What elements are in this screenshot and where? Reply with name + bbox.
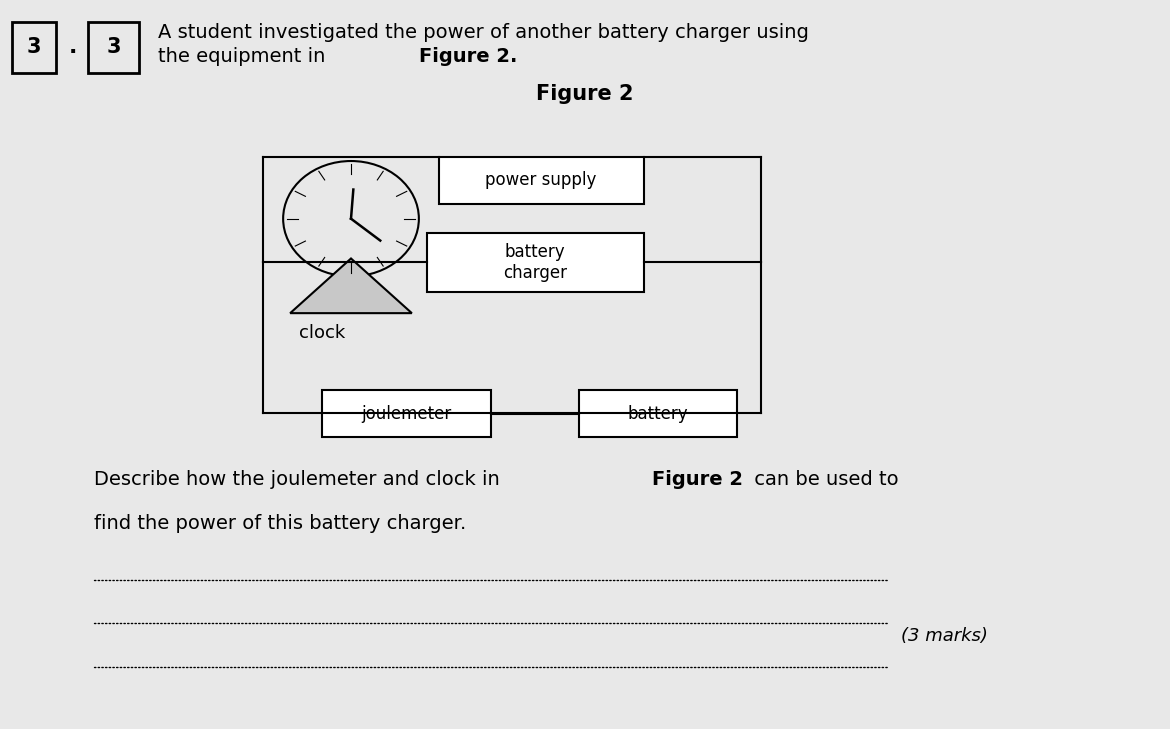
Text: Figure 2.: Figure 2.	[419, 47, 517, 66]
Bar	[439, 157, 644, 204]
Text: 3: 3	[27, 37, 41, 58]
Text: (3 marks): (3 marks)	[901, 627, 987, 645]
Text: the equipment in: the equipment in	[158, 47, 331, 66]
Text: .: .	[68, 37, 77, 58]
Text: Figure 2: Figure 2	[536, 84, 634, 104]
Text: Figure 2: Figure 2	[652, 470, 743, 489]
Ellipse shape	[283, 161, 419, 276]
Text: 3: 3	[106, 37, 121, 58]
Text: A student investigated the power of another battery charger using: A student investigated the power of anot…	[158, 23, 808, 42]
Text: find the power of this battery charger.: find the power of this battery charger.	[94, 514, 466, 533]
Bar	[12, 22, 56, 73]
Polygon shape	[290, 259, 412, 313]
Text: battery
charger: battery charger	[503, 243, 567, 282]
Text: battery: battery	[628, 405, 688, 423]
Bar	[88, 22, 139, 73]
Text: power supply: power supply	[486, 171, 597, 190]
Text: can be used to: can be used to	[748, 470, 899, 489]
Bar	[427, 233, 644, 292]
Bar	[579, 390, 737, 437]
Text: joulemeter: joulemeter	[362, 405, 452, 423]
Text: clock: clock	[298, 324, 345, 342]
Bar	[322, 390, 491, 437]
Text: Describe how the joulemeter and clock in: Describe how the joulemeter and clock in	[94, 470, 505, 489]
